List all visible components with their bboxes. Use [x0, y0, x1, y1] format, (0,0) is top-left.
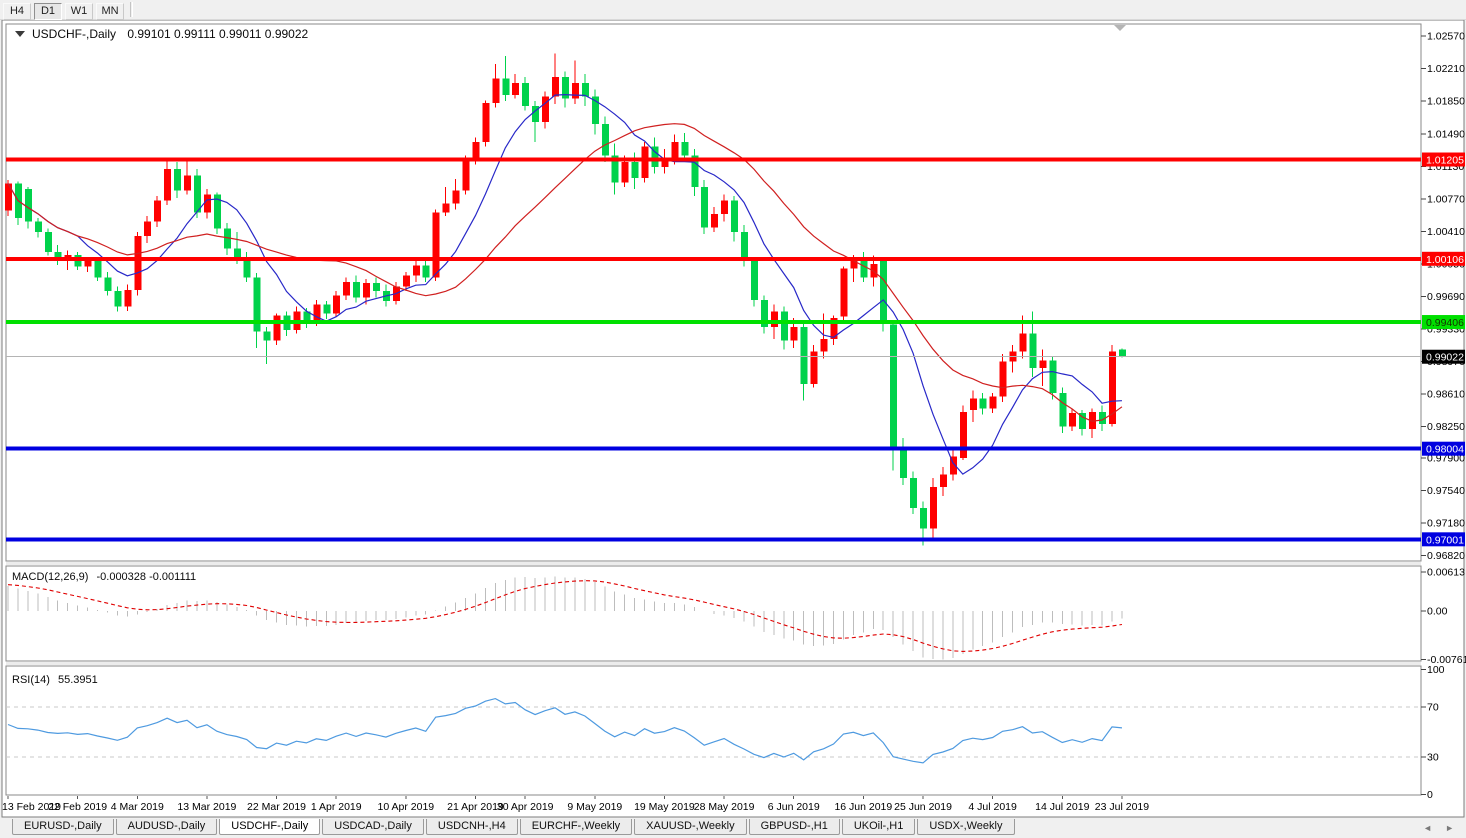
- price-axis-label: 0.97180: [1427, 518, 1465, 530]
- rsi-indicator-label: RSI(14) 55.3951: [12, 674, 98, 686]
- date-axis-label: 13 Mar 2019: [177, 801, 236, 813]
- chart-ohlc-values: 0.99101 0.99111 0.99011 0.99022: [127, 27, 308, 41]
- chart-tab-audusd-daily[interactable]: AUDUSD-,Daily: [115, 819, 218, 835]
- hline-price-tag-text: 0.98004: [1426, 444, 1464, 456]
- timeframe-button-mn[interactable]: MN: [96, 3, 124, 20]
- timeframe-button-w1[interactable]: W1: [65, 3, 93, 20]
- rsi-pane: [6, 697, 1421, 764]
- price-axis-label: 0.99690: [1427, 291, 1465, 303]
- rsi-axis-label: 0: [1427, 789, 1433, 801]
- price-axis-label: 1.00410: [1427, 226, 1465, 238]
- chart-tab-usdcad-daily[interactable]: USDCAD-,Daily: [322, 819, 424, 835]
- date-axis-label: 13 Feb 2019: [2, 801, 61, 813]
- chart-tab-ukoil-h1[interactable]: UKOil-,H1: [841, 819, 916, 835]
- chart-tab-eurchf-weekly[interactable]: EURCHF-,Weekly: [519, 819, 633, 835]
- bid-price-tag-text: 0.99022: [1426, 352, 1464, 364]
- date-axis-label: 4 Mar 2019: [111, 801, 164, 813]
- macd-pane: [7, 576, 1123, 660]
- price-axis-label: 0.98610: [1427, 388, 1465, 400]
- price-axis-label: 1.01850: [1427, 96, 1465, 108]
- date-axis-label: 9 May 2019: [567, 801, 622, 813]
- hline-price-tag: [1422, 251, 1465, 266]
- date-axis-label: 1 Apr 2019: [311, 801, 362, 813]
- chart-canvas[interactable]: 1.025701.022101.018501.014901.011301.007…: [0, 20, 1466, 818]
- macd-axis-label: -0.00761: [1427, 654, 1466, 666]
- hline-price-tag-text: 1.01205: [1426, 155, 1464, 167]
- chart-title: USDCHF-,Daily 0.99101 0.99111 0.99011 0.…: [15, 27, 309, 41]
- hline-price-tag-text: 1.00106: [1426, 254, 1464, 266]
- macd-indicator-label: MACD(12,26,9) -0.000328 -0.001111: [12, 571, 196, 583]
- hline-price-tag-text: 0.97001: [1426, 534, 1464, 546]
- date-axis-label: 22 Feb 2019: [48, 801, 107, 813]
- horizontal-lines[interactable]: [6, 157, 1421, 542]
- price-axis-label: 0.98250: [1427, 421, 1465, 433]
- price-axis-label: 1.02570: [1427, 31, 1465, 43]
- macd-axis-label: 0.00613: [1427, 567, 1465, 579]
- price-axis: 1.025701.022101.018501.014901.011301.007…: [1421, 31, 1466, 801]
- chart-tab-usdx-weekly[interactable]: USDX-,Weekly: [917, 819, 1015, 835]
- price-axis-label: 1.02210: [1427, 63, 1465, 75]
- timeframe-toolbar: H4 D1 W1 MN: [0, 0, 1466, 20]
- hline-price-tag: [1422, 315, 1465, 330]
- tab-scroll-right-icon[interactable]: ►: [1445, 823, 1454, 833]
- chart-symbol-label: USDCHF-,Daily: [32, 27, 116, 41]
- moving-averages: [7, 93, 1123, 475]
- date-axis-label: 19 May 2019: [634, 801, 695, 813]
- date-axis-label: 30 Apr 2019: [497, 801, 554, 813]
- hline-price-tag-text: 0.99406: [1426, 317, 1464, 329]
- hline-price-tag: [1422, 152, 1465, 167]
- date-axis-label: 14 Jul 2019: [1035, 801, 1089, 813]
- chart-tab-usdchf-daily[interactable]: USDCHF-,Daily: [219, 819, 321, 835]
- chart-window: 1.02570 1.02210 1.01850 1.01490 1.01130 1.007…: [0, 20, 1466, 818]
- price-axis-label: 0.97540: [1427, 485, 1465, 497]
- chart-tab-gbpusd-h1[interactable]: GBPUSD-,H1: [748, 819, 840, 835]
- chart-shift-marker-icon: [1114, 25, 1126, 31]
- price-axis-label: 1.01490: [1427, 128, 1465, 140]
- date-axis-label: 28 May 2019: [694, 801, 755, 813]
- bid-price-tag: [1422, 349, 1465, 364]
- rsi-axis-label: 100: [1427, 664, 1445, 676]
- timeframe-button-d1[interactable]: D1: [34, 3, 62, 20]
- toolbar-separator: [130, 2, 133, 17]
- rsi-axis-label: 30: [1427, 752, 1439, 764]
- date-axis-label: 4 Jul 2019: [968, 801, 1017, 813]
- date-axis-label: 6 Jun 2019: [768, 801, 820, 813]
- macd-axis-label: 0.00: [1427, 606, 1448, 618]
- chart-tab-eurusd-daily[interactable]: EURUSD-,Daily: [12, 819, 114, 835]
- rsi-axis-label: 70: [1427, 702, 1439, 714]
- price-axis-label: 0.96820: [1427, 550, 1465, 562]
- svg-text:USDCHF-,Daily 0.99101: USDCHF-,Daily 0.99101 0.99111 0.99011 0.…: [32, 27, 309, 41]
- date-axis-label: 21 Apr 2019: [447, 801, 504, 813]
- date-axis-label: 23 Jul 2019: [1095, 801, 1149, 813]
- timeframe-button-h4[interactable]: H4: [3, 3, 31, 20]
- hline-price-tag: [1422, 532, 1465, 547]
- date-axis-label: 16 Jun 2019: [834, 801, 892, 813]
- symbol-dropdown-icon[interactable]: [15, 31, 25, 37]
- date-axis-label: 25 Jun 2019: [894, 801, 952, 813]
- date-axis-label: 10 Apr 2019: [378, 801, 435, 813]
- chart-tab-xauusd-weekly[interactable]: XAUUSD-,Weekly: [634, 819, 747, 835]
- hline-price-tag: [1422, 441, 1465, 456]
- tab-scroll-left-icon[interactable]: ◄: [1423, 823, 1432, 833]
- chart-tab-usdcnh-h4[interactable]: USDCNH-,H4: [425, 819, 518, 835]
- date-axis-label: 22 Mar 2019: [247, 801, 306, 813]
- price-axis-label: 1.00770: [1427, 193, 1465, 205]
- tab-bar: EURUSD-,Daily AUDUSD-,Daily USDCHF-,Daily U…: [0, 819, 1466, 838]
